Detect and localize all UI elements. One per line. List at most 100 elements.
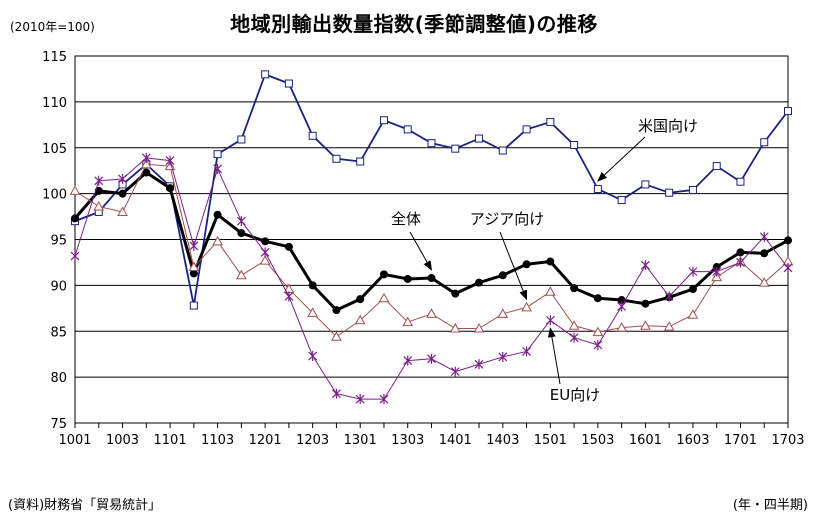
y-axis: 75 80 85 90 95 100 105 110 115 xyxy=(42,50,67,432)
data-point xyxy=(640,260,650,271)
data-point xyxy=(70,251,80,262)
x-tick-label: 1303 xyxy=(391,433,424,448)
series-asia xyxy=(69,158,794,341)
data-point xyxy=(308,281,317,290)
data-point xyxy=(546,118,555,127)
annotation-arrow-total xyxy=(409,231,432,271)
data-point xyxy=(356,157,365,166)
data-point xyxy=(403,125,412,134)
y-tick-label: 95 xyxy=(50,234,67,249)
data-point xyxy=(664,291,674,302)
data-point xyxy=(213,150,222,159)
data-point xyxy=(593,294,602,303)
data-point xyxy=(736,257,745,268)
x-tick-label: 1101 xyxy=(154,433,187,448)
data-point xyxy=(784,107,792,116)
series-line-us xyxy=(74,73,789,307)
y-tick-label: 85 xyxy=(50,325,67,340)
data-point xyxy=(427,353,436,364)
data-point xyxy=(141,152,151,163)
x-tick-label: 1703 xyxy=(771,433,804,448)
x-tick-label: 1103 xyxy=(201,433,234,448)
data-point xyxy=(237,135,246,144)
data-point xyxy=(426,308,437,318)
data-point xyxy=(188,261,200,272)
data-point xyxy=(332,306,341,315)
data-point xyxy=(94,186,103,195)
data-point xyxy=(284,242,293,251)
data-point xyxy=(332,388,341,399)
data-point xyxy=(236,269,247,280)
data-point xyxy=(544,286,556,296)
annotation-arrow-us xyxy=(597,136,646,182)
data-point xyxy=(379,116,388,125)
annotation-label-total: 全体 xyxy=(391,210,421,228)
data-point xyxy=(308,351,318,362)
grid-lines xyxy=(75,55,788,424)
data-point xyxy=(521,301,532,312)
y-tick-label: 80 xyxy=(50,371,67,386)
data-point xyxy=(427,274,436,283)
data-point xyxy=(71,214,79,223)
data-point xyxy=(261,237,270,246)
data-point xyxy=(498,271,507,280)
data-point xyxy=(449,322,461,333)
data-point xyxy=(475,278,484,287)
data-point xyxy=(356,295,365,304)
data-point xyxy=(332,154,341,163)
data-point xyxy=(712,162,721,171)
annotation-label-us: 米国向け xyxy=(638,117,698,135)
x-tick-label: 1201 xyxy=(249,433,282,448)
y-tick-label: 115 xyxy=(42,50,67,65)
data-point xyxy=(354,314,366,325)
data-point xyxy=(284,291,294,302)
y-tick-label: 105 xyxy=(42,142,67,157)
data-point xyxy=(237,229,246,238)
data-point xyxy=(213,163,223,174)
data-point xyxy=(403,355,413,366)
data-point xyxy=(760,138,769,147)
period-unit-note: (年・四半期) xyxy=(732,498,808,513)
data-point xyxy=(379,270,388,279)
y-tick-label: 100 xyxy=(42,188,67,203)
x-tick-label: 1003 xyxy=(106,433,139,448)
data-point xyxy=(259,255,271,265)
x-tick-label: 1403 xyxy=(486,433,519,448)
data-point xyxy=(640,320,651,330)
data-point xyxy=(355,394,365,405)
x-tick-label: 1203 xyxy=(296,433,329,448)
y-tick-label: 75 xyxy=(50,417,67,432)
data-point xyxy=(260,247,270,258)
data-point xyxy=(189,269,198,278)
data-point xyxy=(522,260,531,269)
series-group xyxy=(69,70,794,405)
data-point xyxy=(213,210,222,219)
data-point xyxy=(736,248,745,257)
data-point xyxy=(140,158,152,169)
data-point xyxy=(688,266,698,277)
data-point xyxy=(118,189,127,198)
data-point xyxy=(497,308,509,318)
x-tick-label: 1503 xyxy=(581,433,614,448)
annotation-arrow-eu xyxy=(547,327,561,385)
data-point xyxy=(498,351,508,362)
data-point xyxy=(758,277,770,287)
data-point xyxy=(451,289,460,298)
x-tick-label: 1001 xyxy=(58,433,91,448)
series-eu xyxy=(70,152,793,405)
data-point xyxy=(451,144,460,153)
data-point xyxy=(522,346,531,357)
data-point xyxy=(736,177,745,186)
data-point xyxy=(712,266,722,277)
data-point xyxy=(617,301,627,312)
source-note: (資料)財務省「貿易統計」 xyxy=(8,498,162,513)
data-point xyxy=(189,301,198,310)
data-point xyxy=(69,185,81,195)
data-point xyxy=(403,274,412,283)
data-point xyxy=(522,125,531,134)
annotation-label-eu: EU向け xyxy=(550,386,600,404)
data-point xyxy=(569,332,579,343)
data-point xyxy=(546,257,555,266)
data-point xyxy=(641,180,650,189)
